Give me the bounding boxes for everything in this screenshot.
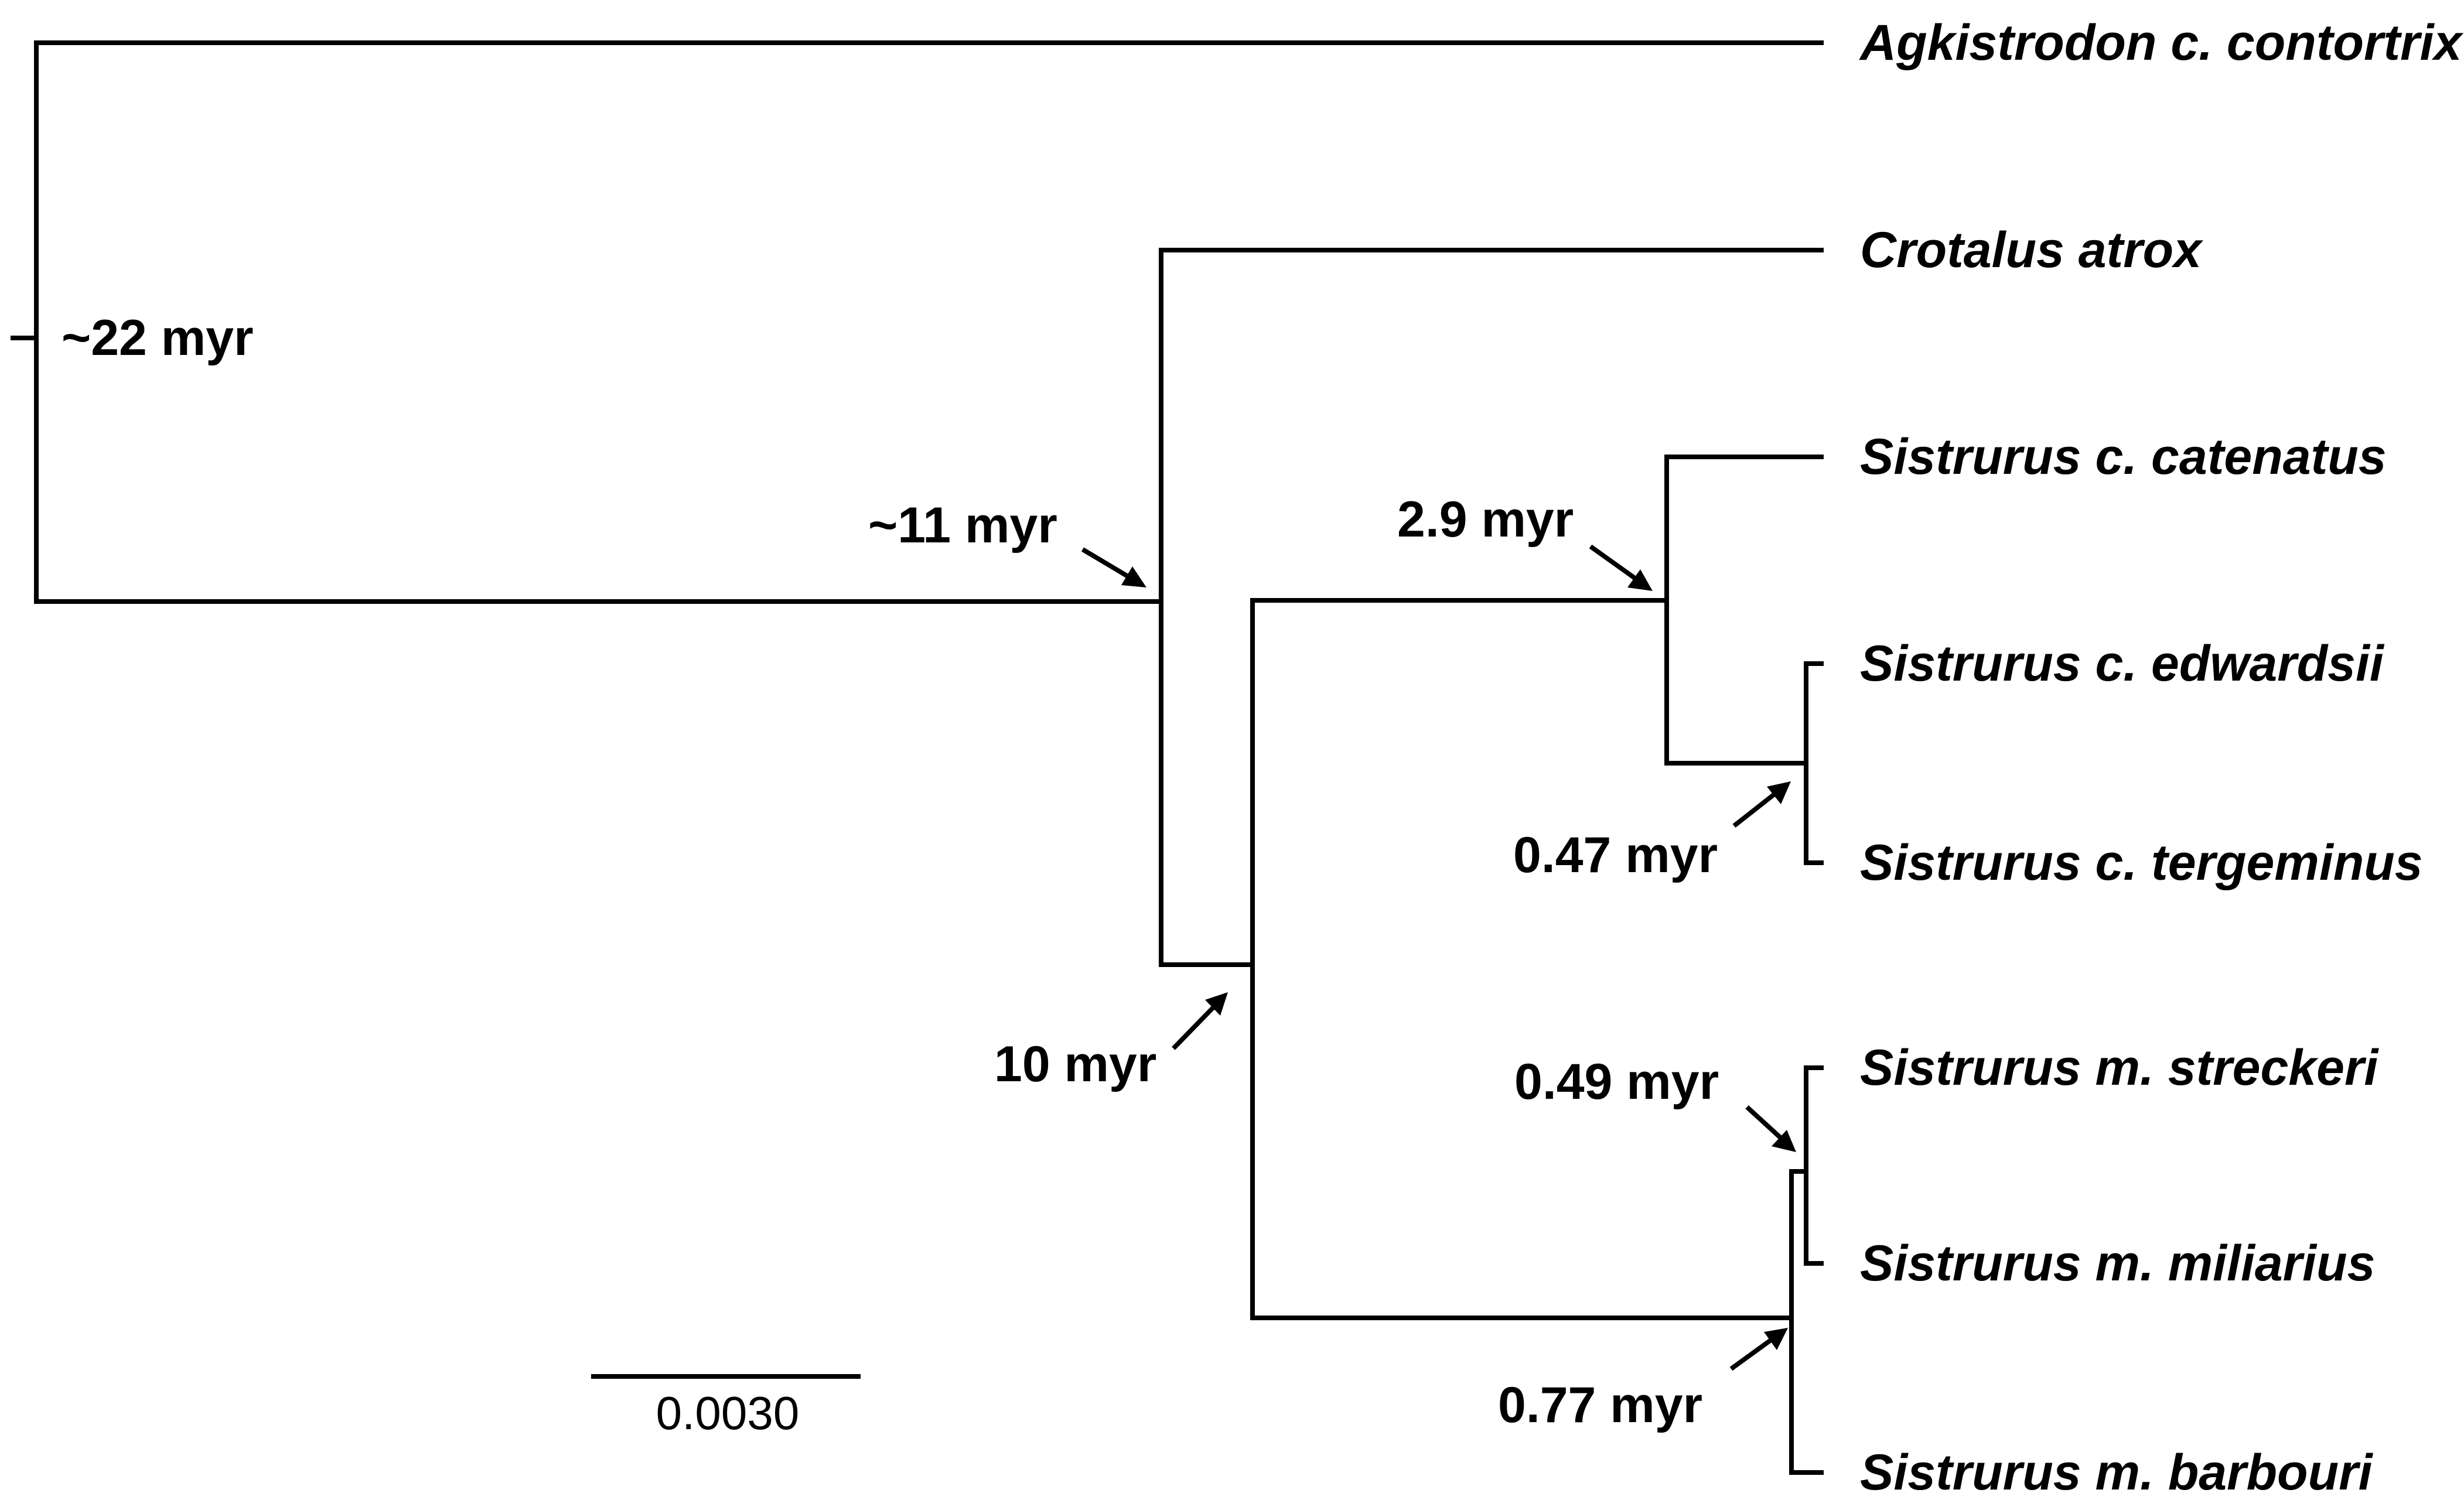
arrow-catenatus (1589, 544, 1653, 591)
divergence-label-root: ~22 myr (62, 310, 254, 366)
divergence-label-catenatus: 2.9 myr (1397, 491, 1574, 548)
divergence-label-edwardsii-tergeminus: 0.47 myr (1513, 827, 1718, 883)
taxon-label: Sistrurus c. tergeminus (1860, 835, 2423, 891)
scale-bar-label: 0.0030 (656, 1387, 800, 1439)
divergence-label-streckeri-miliarius: 0.49 myr (1514, 1054, 1719, 1110)
arrow-crotalus (1081, 547, 1146, 587)
taxon-label: Agkistrodon c. contortrix (1859, 15, 2463, 71)
divergence-labels: ~22 myr ~11 myr 10 myr 2.9 myr 0.47 myr … (62, 310, 1719, 1433)
arrow-streckeri-miliarius (1745, 1105, 1796, 1152)
divergence-label-miliarius-group: 0.77 myr (1498, 1377, 1702, 1433)
taxon-label: Sistrurus m. miliarius (1860, 1235, 2375, 1292)
scale-bar: 0.0030 (591, 1374, 861, 1439)
arrow-edwardsii-tergeminus (1732, 781, 1791, 828)
taxon-label: Sistrurus c. edwardsii (1860, 636, 2385, 692)
divergence-label-sistrurus: 10 myr (994, 1036, 1156, 1092)
taxon-label: Sistrurus c. catenatus (1860, 429, 2387, 485)
taxon-label: Crotalus atrox (1860, 222, 2203, 278)
tree-branches (11, 40, 1824, 1475)
taxon-label: Sistrurus m. streckeri (1860, 1040, 2379, 1096)
arrows (1081, 544, 1796, 1371)
taxon-labels: Agkistrodon c. contortrix Crotalus atrox… (1859, 15, 2463, 1493)
divergence-label-crotalus: ~11 myr (868, 497, 1057, 554)
taxon-label: Sistrurus m. barbouri (1860, 1444, 2374, 1493)
arrow-sistrurus (1172, 992, 1228, 1050)
arrow-miliarius-group (1729, 1328, 1788, 1371)
